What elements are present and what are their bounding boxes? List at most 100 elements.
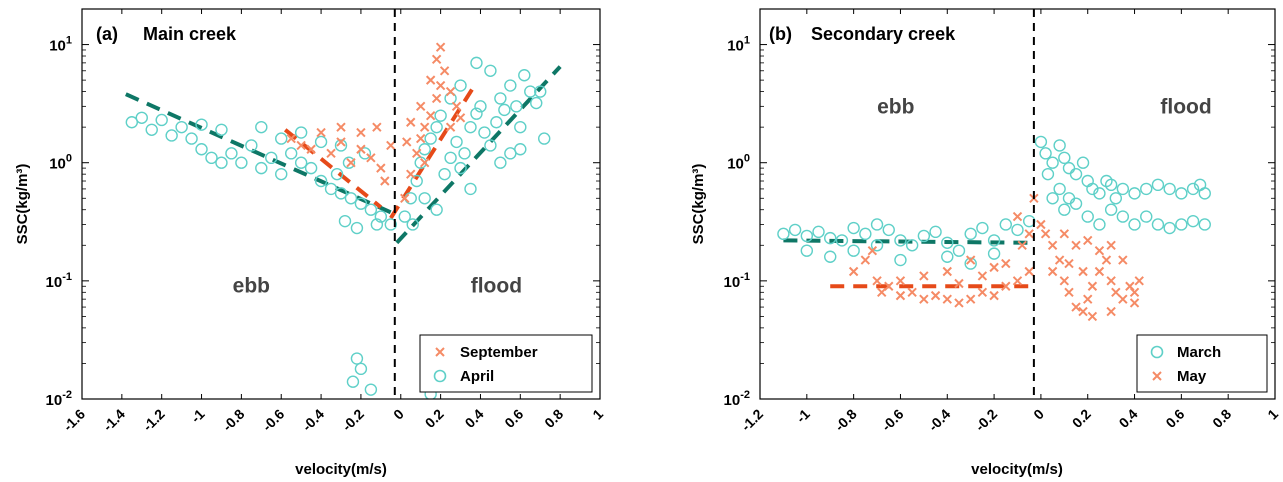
data-point-april <box>205 151 218 165</box>
data-point-april <box>424 132 437 145</box>
panel-title: Main creek <box>143 24 237 44</box>
y-tick-label: 101 <box>49 35 72 55</box>
data-point-may <box>919 294 929 304</box>
x-tick-label: 0.2 <box>422 406 447 431</box>
data-point-september <box>296 140 306 151</box>
data-point-september <box>400 193 410 203</box>
data-point-march <box>882 223 895 237</box>
data-point-april <box>404 192 417 205</box>
data-point-april <box>438 167 451 181</box>
data-point-april <box>484 139 497 152</box>
data-point-may <box>1071 240 1081 250</box>
data-point-april <box>410 174 423 188</box>
y-tick-label: 10-1 <box>724 271 750 291</box>
data-point-april <box>454 161 467 175</box>
data-point-may <box>1040 229 1051 239</box>
x-tick-label: -1.2 <box>738 406 767 435</box>
data-point-may <box>1071 302 1081 312</box>
data-point-september <box>346 158 356 168</box>
data-point-april <box>524 85 537 98</box>
data-point-march <box>1046 192 1059 205</box>
data-point-september <box>306 144 316 154</box>
x-tick-label: -1 <box>793 406 813 426</box>
data-point-september <box>425 110 436 121</box>
data-point-may <box>1111 287 1121 298</box>
x-tick-label: 1 <box>589 406 606 423</box>
data-point-april <box>494 156 507 169</box>
data-point-march <box>812 225 825 239</box>
data-point-september <box>431 54 442 65</box>
data-point-april <box>450 135 463 149</box>
legend-marker <box>1150 345 1164 359</box>
data-point-april <box>494 92 507 105</box>
data-point-september <box>419 122 430 132</box>
data-point-march <box>824 250 837 263</box>
data-point-april <box>406 218 419 231</box>
data-point-march <box>952 244 966 257</box>
data-point-march <box>1041 167 1055 181</box>
y-tick-label: 10-2 <box>724 389 750 409</box>
data-point-march <box>1058 203 1071 216</box>
data-point-may <box>1012 276 1023 286</box>
data-point-may <box>1087 281 1098 291</box>
panel-label: (a) <box>96 24 118 44</box>
legend-label: March <box>1177 344 1221 361</box>
data-point-march <box>1175 218 1188 231</box>
fit-line <box>283 128 383 209</box>
data-point-may <box>1083 235 1093 246</box>
data-point-april <box>314 135 328 149</box>
data-point-april <box>275 167 288 181</box>
data-point-march <box>941 250 954 263</box>
data-point-may <box>977 287 988 298</box>
data-point-september <box>326 148 336 159</box>
data-point-march <box>1116 182 1130 196</box>
data-point-april <box>350 352 364 365</box>
data-point-april <box>398 210 411 223</box>
data-point-may <box>1036 219 1046 230</box>
data-point-may <box>1012 211 1023 222</box>
data-point-may <box>919 271 929 281</box>
x-tick-label: 1 <box>1264 406 1281 423</box>
data-point-april <box>504 79 517 92</box>
data-point-may <box>942 266 952 277</box>
data-point-april <box>374 210 388 223</box>
data-point-may <box>942 294 952 304</box>
y-tick-label: 100 <box>727 153 750 173</box>
plot-frame <box>759 8 1276 400</box>
data-point-april <box>255 161 268 175</box>
data-point-may <box>895 276 906 286</box>
data-point-march <box>1086 182 1099 196</box>
data-point-april <box>474 100 487 113</box>
data-point-april <box>215 156 228 169</box>
data-point-march <box>1104 178 1118 192</box>
data-point-september <box>406 117 416 127</box>
panel-main-creek: -1.6 -1.4 -1.2 -1 -0.8 -0.6 -0.4 -0.2 0 0.2 0.4 0.6… <box>14 8 606 478</box>
region-label-ebb: ebb <box>233 274 270 297</box>
data-point-march <box>1046 156 1059 169</box>
plot-frame <box>81 8 601 400</box>
data-point-april <box>195 143 208 156</box>
data-point-april <box>344 192 358 205</box>
data-point-march <box>870 218 884 231</box>
x-tick-label: -1.6 <box>60 406 89 435</box>
legend-box <box>419 334 593 393</box>
data-point-may <box>1106 276 1116 286</box>
data-point-april <box>364 383 378 396</box>
data-point-april <box>342 156 356 169</box>
legend-label: September <box>460 344 538 361</box>
data-point-april <box>175 120 188 134</box>
data-point-may <box>1001 281 1011 291</box>
data-point-april <box>165 129 178 142</box>
data-point-march <box>1062 192 1076 205</box>
x-tick-label: 0 <box>1030 406 1047 423</box>
data-point-march <box>1069 197 1083 210</box>
x-tick-label: -0.8 <box>219 406 248 435</box>
x-tick-label: -1.4 <box>100 406 129 435</box>
data-point-may <box>1017 240 1027 250</box>
data-point-march <box>999 218 1012 231</box>
data-point-may <box>977 271 988 281</box>
data-point-september <box>435 42 446 52</box>
data-point-april <box>434 109 447 122</box>
data-point-april <box>155 113 168 127</box>
